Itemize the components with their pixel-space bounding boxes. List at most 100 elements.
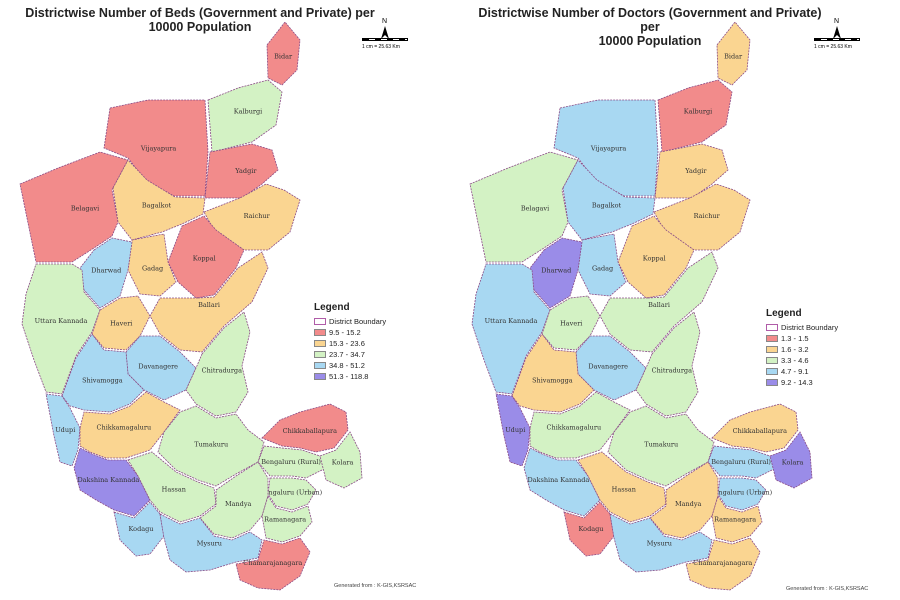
district-shape: [267, 477, 317, 511]
district-kolara: Kolara: [319, 431, 363, 489]
doctors-map-title: Districtwise Number of Doctors (Governme…: [470, 6, 830, 48]
legend-swatch: [314, 329, 326, 336]
boundary-swatch: [766, 324, 778, 331]
legend-title: Legend: [766, 308, 802, 319]
district-chamarajanagara: Chamarajanagara: [685, 537, 761, 591]
district-label: Udupi: [505, 426, 525, 434]
district-shape: [711, 403, 799, 453]
doctors-legend: Legend District Boundary 1.3 - 1.5 1.6 - …: [766, 308, 838, 388]
district-bagalkot: Bagalkot: [112, 159, 206, 241]
district-bagalkot: Bagalkot: [562, 159, 656, 241]
district-label: Dakshina Kannada: [77, 476, 139, 484]
legend-label: 51.3 - 118.8: [329, 372, 369, 381]
district-label: Shivamogga: [532, 377, 573, 385]
district-label: Kalburgi: [234, 107, 263, 115]
district-shape: [157, 405, 265, 487]
district-gadag: Gadag: [577, 233, 627, 297]
district-label: Mandya: [225, 500, 252, 508]
district-label: Davanagere: [138, 362, 178, 370]
legend-swatch: [314, 373, 326, 380]
district-shape: [769, 431, 813, 489]
district-udupi: Udupi: [45, 393, 81, 467]
legend-label: 9.5 - 15.2: [329, 328, 361, 337]
district-shape: [185, 311, 251, 417]
district-shape: [167, 215, 245, 299]
map-footer: Generated from : K-GIS,KSRSAC: [786, 586, 869, 592]
beds-map-title: Districtwise Number of Beds (Government …: [20, 6, 380, 34]
district-gadag: Gadag: [127, 233, 177, 297]
district-shape: [199, 461, 269, 539]
district-shape: [685, 537, 761, 591]
doctors-map-title-line2: 10000 Population: [598, 34, 702, 48]
district-label: Kolara: [782, 458, 804, 466]
district-chikkaballapura: Chikkaballapura: [711, 403, 799, 453]
district-shivamogga: Shivamogga: [61, 333, 145, 413]
legend-label: 9.2 - 14.3: [781, 378, 813, 387]
district-shape: [261, 403, 349, 453]
district-label: Belagavi: [521, 204, 549, 212]
district-chikkamagaluru: Chikkamagaluru: [79, 391, 181, 459]
district-shape: [235, 537, 311, 591]
district-label: Mysuru: [647, 539, 672, 547]
district-ramanagara: Ramanagara: [261, 495, 313, 543]
legend-label: 23.7 - 34.7: [329, 350, 365, 359]
district-label: Hassan: [162, 485, 186, 493]
legend-row-boundary: District Boundary: [314, 316, 386, 327]
legend-swatch: [766, 357, 778, 364]
district-label: Bagalkot: [592, 202, 622, 210]
district-mysuru: Mysuru: [159, 513, 263, 573]
district-shape: [45, 393, 81, 467]
district-shape: [207, 79, 283, 153]
district-shape: [577, 451, 667, 523]
legend-label: District Boundary: [329, 317, 387, 326]
boundary-swatch: [314, 318, 326, 325]
district-label: Tumakuru: [194, 440, 228, 448]
scale-bar: [362, 38, 408, 41]
district-label: Chitradurga: [652, 366, 692, 374]
district-label: Chikkamagaluru: [97, 424, 152, 432]
district-shape: [203, 183, 301, 251]
district-chitradurga: Chitradurga: [635, 311, 701, 417]
north-arrow-scale: N 1 cm = 25.63 Km: [814, 18, 864, 54]
district-vijayapura: Vijayapura: [553, 99, 659, 197]
district-label: Dharwad: [541, 266, 571, 274]
district-label: Chikkaballapura: [283, 427, 338, 435]
district-label: Haveri: [110, 320, 132, 328]
district-label: Kalburgi: [684, 107, 713, 115]
district-uttara-kannada: Uttara Kannada: [21, 263, 101, 395]
district-chamarajanagara: Chamarajanagara: [235, 537, 311, 591]
legend-row: 9.5 - 15.2: [314, 327, 386, 338]
district-label: Ballari: [648, 301, 670, 309]
district-bengaluru-urban: Bengaluru (Urban): [710, 477, 773, 511]
district-koppal: Koppal: [617, 215, 695, 299]
district-hassan: Hassan: [577, 451, 667, 523]
legend-row: 3.3 - 4.6: [766, 355, 838, 366]
district-kolara: Kolara: [769, 431, 813, 489]
legend-swatch: [766, 368, 778, 375]
legend-swatch: [314, 340, 326, 347]
district-hassan: Hassan: [127, 451, 217, 523]
north-arrow-glyph: [833, 26, 841, 39]
district-label: Davanagere: [588, 362, 628, 370]
district-label: Yadgir: [684, 167, 707, 175]
legend-row: 9.2 - 14.3: [766, 377, 838, 388]
legend-row: 51.3 - 118.8: [314, 371, 386, 382]
legend-swatch: [314, 351, 326, 358]
district-shape: [617, 215, 695, 299]
district-shivamogga: Shivamogga: [511, 333, 595, 413]
district-shape: [204, 143, 279, 199]
district-label: Mandya: [675, 500, 702, 508]
district-shape: [79, 391, 181, 459]
beds-map: Bidar Kalburgi Vijayapura Yadgir Belagavi Bag…: [19, 21, 363, 591]
district-label: Bagalkot: [142, 202, 172, 210]
north-arrow-glyph: [381, 26, 389, 39]
district-shape: [495, 393, 531, 467]
district-shape: [127, 451, 217, 523]
doctors-map-title-line1: Districtwise Number of Doctors (Governme…: [478, 6, 822, 34]
legend-row: 1.3 - 1.5: [766, 333, 838, 344]
district-shape: [127, 233, 177, 297]
legend-label: 1.3 - 1.5: [781, 334, 809, 343]
district-shape: [257, 445, 327, 479]
district-mysuru: Mysuru: [609, 513, 713, 573]
district-shape: [717, 477, 767, 511]
